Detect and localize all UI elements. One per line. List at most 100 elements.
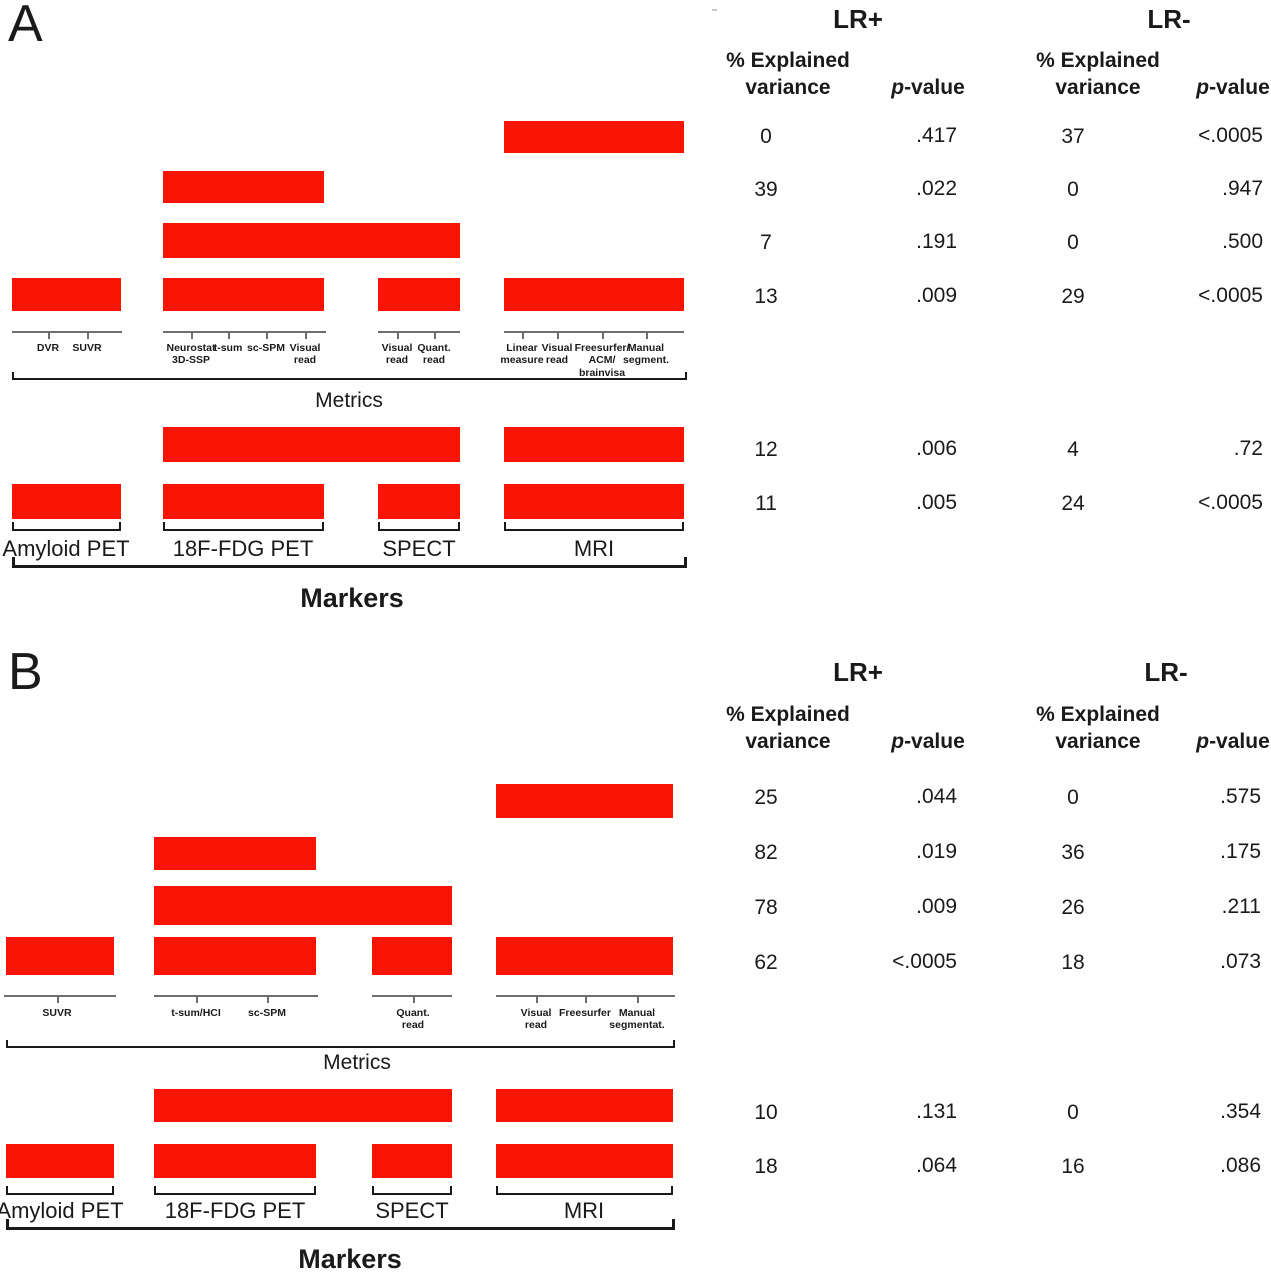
value-lrminus-pvalue-A-row3: .500 (1222, 230, 1263, 253)
bar-A-row6-amyloid (12, 484, 121, 519)
p-italic: p (891, 76, 905, 99)
table-header-variance-B-lrminus: % Explained variance (1036, 703, 1160, 753)
bar-B-row6-spect (372, 1144, 452, 1178)
p-italic: p (891, 730, 905, 753)
metric-tick-A-spect-1 (434, 333, 436, 339)
value-lrminus-variance-B-row3: 26 (1061, 896, 1085, 919)
metric-tick-A-fdg-2 (266, 333, 268, 339)
markers-axis-label-B: Markers (298, 1244, 402, 1274)
bar-B-row1-mri (496, 784, 673, 818)
bar-A-row4-fdg (163, 278, 324, 311)
value-lrminus-pvalue-A-row5: .72 (1233, 437, 1263, 460)
marker-bracket-A-amyloid (12, 522, 121, 531)
marker-bracket-B-spect (372, 1186, 452, 1195)
markers-axis-label-A: Markers (300, 583, 404, 613)
metric-tick-A-amyloid-1 (87, 333, 89, 339)
metric-tick-label-A-amyloid-1: SUVR (72, 342, 102, 354)
metric-tick-A-spect-0 (397, 333, 399, 339)
marker-label-A-fdg: 18F-FDG PET (172, 536, 314, 561)
bar-B-row2-fdg (154, 837, 316, 870)
value-lrplus-pvalue-A-row2: .022 (916, 177, 957, 200)
value-lrplus-pvalue-B-row1: .044 (916, 785, 957, 808)
value-lrminus-pvalue-A-row1: <.0005 (1198, 124, 1263, 147)
bar-A-row5-mri (504, 427, 684, 462)
metric-tick-A-mri-0 (522, 333, 524, 339)
metric-tick-B-mri-2 (637, 997, 639, 1003)
value-lrminus-variance-A-row1: 37 (1061, 125, 1085, 148)
metrics-bracket-B (6, 1040, 675, 1048)
bar-A-row2-fdg (163, 171, 324, 203)
table-header-variance-A-lrminus: % Explained variance (1036, 49, 1160, 99)
marker-bracket-B-mri (496, 1186, 673, 1195)
value-lrminus-variance-A-row3: 0 (1067, 231, 1079, 254)
marker-label-A-mri: MRI (573, 536, 615, 561)
markers-bracket-A (12, 557, 687, 568)
p-italic: p (1196, 76, 1210, 99)
value-lrminus-variance-B-row1: 0 (1067, 786, 1079, 809)
bar-B-row6-amyloid (6, 1144, 114, 1178)
value-lrminus-variance-A-row2: 0 (1067, 178, 1079, 201)
speck-artifact (712, 9, 717, 11)
table-header-pvalue-B-lrminus: p-value (1196, 730, 1270, 753)
metric-tick-label-B-spect-0: Quant. read (396, 1007, 430, 1032)
metric-tick-A-amyloid-0 (48, 333, 50, 339)
value-lrplus-variance-A-row4: 13 (754, 285, 778, 308)
metric-tick-label-A-mri-0: Linear measure (500, 342, 544, 367)
metric-tick-B-mri-0 (536, 997, 538, 1003)
value-lrminus-pvalue-B-row4: .073 (1220, 950, 1261, 973)
table-header-lrminus-B: LR- (1144, 657, 1188, 687)
table-header-pvalue-A-lrplus: p-value (891, 76, 965, 99)
value-lrminus-variance-B-row4: 18 (1061, 951, 1085, 974)
metric-tick-label-B-amyloid-0: SUVR (42, 1007, 72, 1019)
value-lrminus-variance-A-row4: 29 (1061, 285, 1085, 308)
bar-A-row5-fdg_spect (163, 427, 460, 462)
metric-tick-label-A-amyloid-0: DVR (36, 342, 60, 354)
metric-tick-label-B-mri-1: Freesurfer (559, 1007, 611, 1019)
value-lrplus-pvalue-B-row5: .131 (916, 1100, 957, 1123)
metric-tick-B-amyloid-0 (57, 997, 59, 1003)
marker-label-B-mri: MRI (563, 1198, 605, 1223)
bar-A-row4-mri (504, 278, 684, 311)
bar-A-row4-spect (378, 278, 460, 311)
bar-B-row4-amyloid (6, 937, 114, 975)
value-lrminus-pvalue-B-row3: .211 (1221, 895, 1261, 918)
value-lrminus-pvalue-A-row2: .947 (1222, 177, 1263, 200)
value-lrplus-pvalue-B-row6: .064 (916, 1154, 957, 1177)
bar-B-row6-mri (496, 1144, 673, 1178)
metric-axis-B-mri (496, 995, 675, 997)
table-header-variance-B-lrplus: % Explained variance (726, 703, 850, 753)
metric-tick-label-A-spect-0: Visual read (381, 342, 413, 367)
metric-tick-B-fdg-1 (267, 997, 269, 1003)
value-lrplus-pvalue-B-row2: .019 (916, 840, 957, 863)
value-lrminus-pvalue-B-row1: .575 (1220, 785, 1261, 808)
bar-A-row6-fdg (163, 484, 324, 519)
bar-B-row4-mri (496, 937, 673, 975)
value-lrminus-pvalue-B-row2: .175 (1220, 840, 1261, 863)
metric-tick-label-B-fdg-0: t-sum/HCI (171, 1007, 221, 1019)
metric-axis-A-mri (504, 331, 684, 333)
value-lrminus-pvalue-A-row6: <.0005 (1198, 491, 1263, 514)
bar-A-row6-mri (504, 484, 684, 519)
value-lrminus-pvalue-B-row6: .086 (1220, 1154, 1261, 1177)
metric-tick-label-A-fdg-2: sc-SPM (247, 342, 285, 354)
metric-tick-A-fdg-0 (191, 333, 193, 339)
metric-tick-label-A-mri-1: Visual read (541, 342, 573, 367)
marker-bracket-A-spect (378, 522, 460, 531)
value-lrplus-pvalue-B-row3: .009 (916, 895, 957, 918)
bar-A-row4-amyloid (12, 278, 121, 311)
metric-tick-label-A-fdg-1: t-sum (213, 342, 243, 354)
metric-tick-label-A-spect-1: Quant. read (417, 342, 451, 367)
value-lrplus-variance-A-row3: 7 (760, 231, 772, 254)
value-lrplus-pvalue-A-row3: .191 (916, 230, 957, 253)
metric-tick-A-mri-1 (557, 333, 559, 339)
metric-axis-A-fdg (163, 331, 326, 333)
bar-A-row6-spect (378, 484, 460, 519)
metric-tick-A-mri-2 (602, 333, 604, 339)
metric-axis-B-fdg (154, 995, 318, 997)
marker-label-B-amyloid: Amyloid PET (0, 1198, 124, 1223)
metric-tick-label-B-mri-0: Visual read (520, 1007, 552, 1032)
marker-label-A-amyloid: Amyloid PET (2, 536, 130, 561)
bar-A-row1-mri (504, 121, 684, 153)
metrics-bracket-A (12, 372, 687, 380)
